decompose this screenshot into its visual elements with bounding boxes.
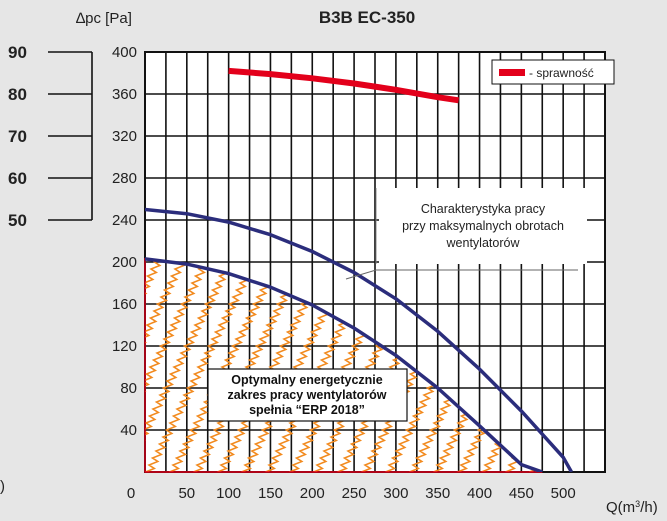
efficiency-tick-label: 90 [8,43,27,62]
zone-hatch-line [626,52,667,472]
curve-note-line: przy maksymalnych obrotach [402,219,564,233]
x-tick-label: 0 [127,485,135,502]
curve-note-line: Charakterystyka pracy [421,202,546,216]
left-edge-label: ) [0,478,5,495]
x-tick-label: 400 [467,485,492,502]
legend: - sprawność [491,59,615,85]
x-tick-label: 150 [258,485,283,502]
y-tick-label: 360 [112,86,137,103]
efficiency-tick-label: 60 [8,169,27,188]
y-tick-label: 400 [112,44,137,61]
x-tick-label: 450 [509,485,534,502]
curve-note-line: wentylatorów [446,236,521,250]
y-tick-label: 160 [112,296,137,313]
y-axis-label: ∆pc [Pa] [76,10,132,27]
zone-hatch-line [145,258,171,472]
x-tick-label: 250 [342,485,367,502]
annotations: - sprawność Charakterystyka pracy przy mak… [207,59,615,422]
y-tick-label: 200 [112,254,137,271]
lower-characteristic-curve [145,257,543,472]
efficiency-tick-label: 50 [8,211,27,230]
x-tick-label: 50 [178,485,195,502]
max-speed-curve [145,207,574,472]
zone-hatch-line [0,52,121,472]
zone-hatch-line [145,258,267,472]
zone-hatch-line [650,52,667,472]
zone-hatch-line [0,52,97,472]
y-tick-label: 80 [120,380,137,397]
x-tick-label: 200 [300,485,325,502]
series-layer [145,67,574,472]
legend-swatch [499,69,525,76]
x-axis-label: Q(m3/h) [606,499,658,516]
y-tick-label: 320 [112,128,137,145]
zone-note-line: zakres pracy wentylatorów [227,388,386,402]
curve-note: Charakterystyka pracy przy maksymalnych o… [345,188,587,280]
axes: 0 50 100 150 200 250 300 350 400 450 500 40 80 120 160… [112,44,576,502]
efficiency-axis: 90 80 70 60 50 [8,43,93,230]
efficiency-tick-label: 70 [8,127,27,146]
efficiency-curve [228,67,460,104]
x-tick-label: 350 [425,485,450,502]
y-tick-label: 280 [112,170,137,187]
x-tick-label: 100 [216,485,241,502]
x-tick-label: 500 [551,485,576,502]
zone-note-box [207,368,408,422]
y-tick-label: 240 [112,212,137,229]
y-tick-label: 40 [120,422,137,439]
zone-hatch-line [602,52,667,472]
curve-note-leader [345,269,578,280]
curve-note-box [379,188,587,264]
efficiency-tick-label: 80 [8,85,27,104]
series-group [145,67,574,472]
chart-title: B3B EC-350 [319,8,415,27]
legend-entry: - sprawność [529,66,594,80]
x-tick-label: 300 [383,485,408,502]
y-tick-label: 120 [112,338,137,355]
zone-note-line: spełnia “ERP 2018” [249,403,365,417]
zone-note-line: Optymalny energetycznie [231,373,382,387]
